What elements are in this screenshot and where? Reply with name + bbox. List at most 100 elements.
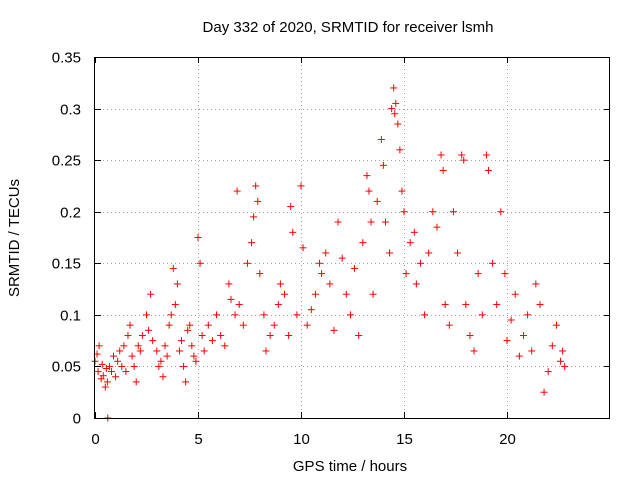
x-tick-label: 20 xyxy=(499,431,516,448)
data-point xyxy=(379,161,387,169)
data-point xyxy=(95,342,103,350)
data-point xyxy=(157,357,165,365)
data-point xyxy=(458,151,466,159)
data-point xyxy=(548,342,556,350)
data-point xyxy=(454,249,462,257)
data-point xyxy=(311,290,319,298)
data-point xyxy=(250,213,258,221)
data-point xyxy=(114,357,122,365)
data-point xyxy=(400,208,408,216)
data-point xyxy=(497,208,505,216)
data-point xyxy=(173,280,181,288)
data-point xyxy=(406,239,414,247)
data-point xyxy=(235,301,243,309)
data-point xyxy=(386,249,394,257)
data-point xyxy=(136,347,144,355)
data-point xyxy=(501,270,509,278)
data-point xyxy=(394,120,402,128)
data-point xyxy=(511,290,519,298)
data-point xyxy=(449,208,457,216)
data-point xyxy=(398,187,406,195)
data-point xyxy=(153,347,161,355)
data-point xyxy=(390,84,398,92)
data-point xyxy=(528,347,536,355)
data-point xyxy=(532,280,540,288)
data-point xyxy=(318,270,326,278)
data-point xyxy=(194,234,202,241)
data-point xyxy=(196,259,204,267)
data-point xyxy=(338,254,346,262)
data-point xyxy=(192,357,200,365)
data-point xyxy=(519,331,527,339)
data-point xyxy=(101,383,109,391)
data-point xyxy=(180,362,188,370)
data-point xyxy=(107,368,115,376)
data-point xyxy=(161,342,169,350)
data-point xyxy=(351,264,359,272)
data-point xyxy=(326,280,334,288)
data-point xyxy=(388,105,396,113)
data-point xyxy=(190,352,198,360)
data-point xyxy=(266,331,274,339)
data-point xyxy=(184,326,192,334)
data-point xyxy=(377,136,385,144)
data-point xyxy=(474,270,482,278)
data-point xyxy=(120,342,128,350)
data-point xyxy=(334,218,342,226)
data-point xyxy=(126,321,134,329)
data-point xyxy=(270,321,278,329)
data-point xyxy=(118,362,126,370)
data-point xyxy=(307,306,315,314)
data-point xyxy=(429,208,437,216)
x-tick-label: 10 xyxy=(293,431,310,448)
data-point xyxy=(252,182,260,190)
data-point xyxy=(478,311,486,319)
data-point xyxy=(557,357,565,365)
data-point xyxy=(134,342,142,350)
data-point xyxy=(167,311,175,319)
data-point xyxy=(421,311,429,319)
data-point xyxy=(217,331,225,339)
data-point xyxy=(213,311,221,319)
data-point xyxy=(274,301,282,309)
data-point xyxy=(132,378,140,386)
data-point xyxy=(178,337,186,345)
data-point xyxy=(200,347,208,355)
data-point xyxy=(122,368,130,376)
data-point xyxy=(239,321,247,329)
y-tick-label: 0 xyxy=(73,411,81,428)
data-point xyxy=(293,311,301,319)
data-point xyxy=(165,321,173,329)
data-point xyxy=(182,378,190,386)
data-point xyxy=(470,347,478,355)
y-tick-label: 0.3 xyxy=(60,102,81,119)
data-point xyxy=(143,311,150,319)
data-point xyxy=(163,352,171,360)
data-point xyxy=(346,311,354,319)
data-point xyxy=(342,290,350,298)
data-point xyxy=(515,352,523,360)
data-point xyxy=(260,311,268,319)
data-point xyxy=(412,280,420,288)
y-axis: 0 0.05 0.1 0.15 0.2 0.25 0.3 0.35 xyxy=(52,50,610,428)
data-point xyxy=(466,331,474,339)
data-point xyxy=(322,249,330,257)
data-point xyxy=(369,290,377,298)
data-point xyxy=(559,347,567,355)
data-point xyxy=(316,259,324,267)
data-point xyxy=(355,331,363,339)
data-point xyxy=(544,368,552,376)
data-point xyxy=(445,321,453,329)
data-point xyxy=(396,146,404,154)
data-point xyxy=(110,352,118,360)
data-point xyxy=(391,110,399,118)
data-point xyxy=(138,331,146,339)
data-point xyxy=(289,228,297,236)
grid-lines xyxy=(95,57,610,418)
x-tick-label: 0 xyxy=(91,431,99,448)
data-point xyxy=(439,166,447,174)
data-point xyxy=(287,203,295,211)
data-point xyxy=(381,218,389,226)
data-point xyxy=(208,337,216,345)
data-point xyxy=(171,301,179,309)
